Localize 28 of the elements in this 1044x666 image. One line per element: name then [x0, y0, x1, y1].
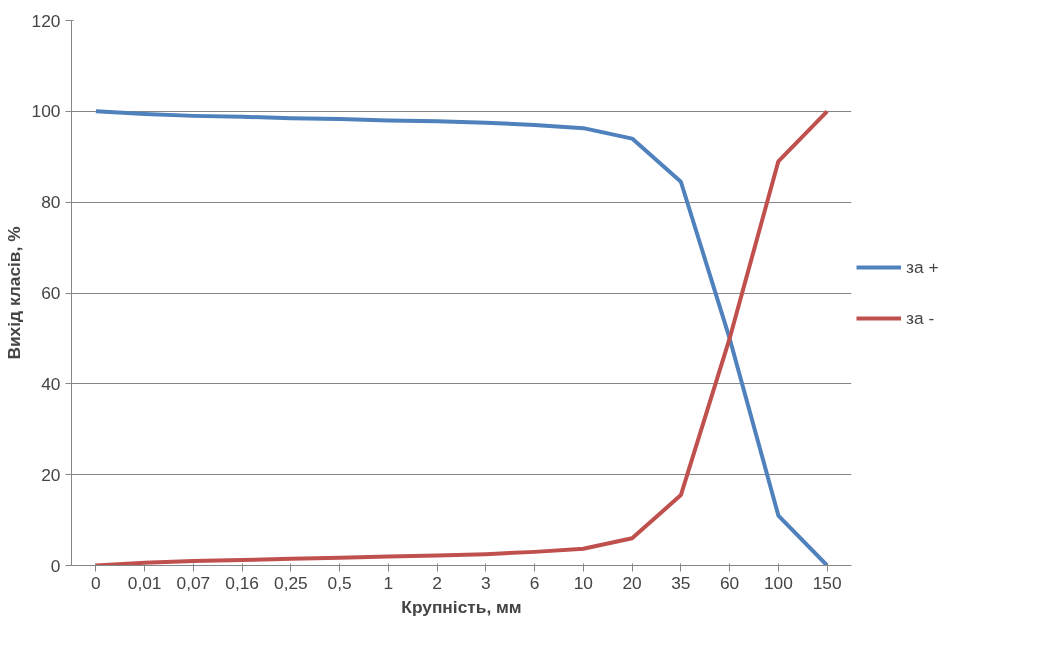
- legend-label: за +: [906, 256, 939, 278]
- x-tick-label: 3: [481, 572, 491, 593]
- line-series: [93, 109, 830, 566]
- x-tick-label: 1: [383, 572, 394, 593]
- x-tick-label: 0,01: [127, 572, 162, 593]
- y-tick-label: 20: [41, 464, 61, 485]
- x-tick-label: 6: [529, 572, 540, 593]
- y-tick-label: 0: [50, 555, 61, 576]
- x-tick-label: 150: [812, 572, 842, 593]
- y-tick-label: 120: [31, 10, 61, 31]
- x-tick-label: 0,16: [225, 572, 259, 593]
- x-tick-label: 35: [671, 572, 691, 593]
- y-tick-label: 100: [31, 101, 61, 122]
- x-tick-label: 10: [573, 572, 594, 593]
- x-tick-label: 2: [432, 572, 442, 593]
- x-tick-label: 20: [622, 572, 642, 593]
- x-axis-title: Крупність, мм: [401, 596, 522, 617]
- x-tick-label: 0,25: [274, 572, 308, 593]
- x-tick-label: 0,5: [327, 572, 352, 593]
- legend-label: за -: [906, 307, 935, 329]
- x-tick-label: 100: [763, 572, 793, 593]
- y-tick-label: 40: [41, 373, 61, 394]
- x-tick-label: 60: [719, 572, 740, 593]
- y-axis-title: Вихід класів, %: [3, 226, 24, 360]
- x-tick-label: 0: [91, 572, 101, 593]
- x-tick-label: 0,07: [176, 572, 211, 593]
- y-tick-label: 60: [41, 283, 61, 303]
- y-tick-label: 80: [41, 192, 61, 213]
